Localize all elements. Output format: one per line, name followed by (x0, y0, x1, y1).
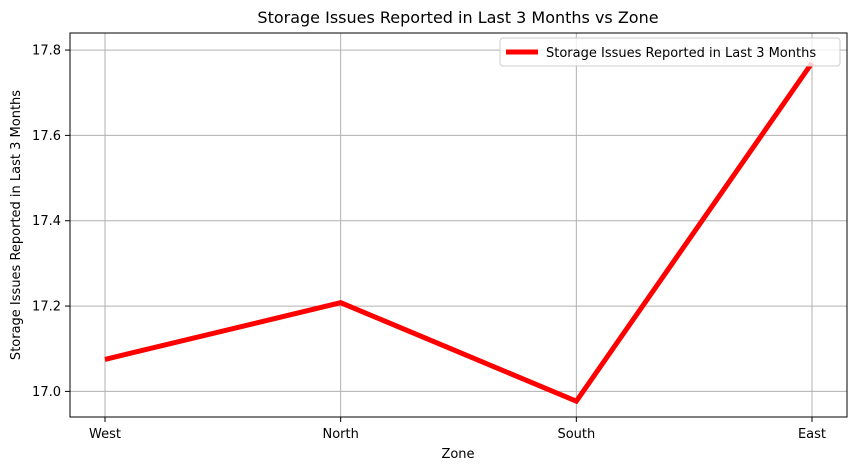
x-axis: West North South East (89, 417, 826, 442)
y-tick-label: 17.8 (32, 44, 61, 59)
x-axis-title: Zone (441, 447, 474, 462)
y-tick-label: 17.0 (32, 385, 61, 400)
plot-frame (69, 32, 848, 418)
x-tick-label: South (557, 427, 595, 442)
series-layer (104, 61, 815, 405)
legend: Storage Issues Reported in Last 3 Months (499, 37, 841, 67)
plot-area (70, 33, 847, 417)
legend-box (499, 37, 841, 67)
x-tick-label: West (89, 427, 121, 442)
y-axis-title: Storage Issues Reported in Last 3 Months (9, 90, 24, 360)
y-axis: 17.0 17.2 17.4 17.6 17.8 (32, 44, 70, 400)
series-line (104, 61, 815, 405)
x-tick-label: North (322, 427, 358, 442)
y-tick-label: 17.4 (32, 214, 61, 229)
x-tick-label: East (798, 427, 826, 442)
chart-title: Storage Issues Reported in Last 3 Months… (257, 8, 658, 27)
y-tick-label: 17.6 (32, 129, 61, 144)
x-gridlines (104, 33, 813, 417)
y-tick-label: 17.2 (32, 300, 61, 315)
legend-entry-label: Storage Issues Reported in Last 3 Months (546, 46, 816, 61)
